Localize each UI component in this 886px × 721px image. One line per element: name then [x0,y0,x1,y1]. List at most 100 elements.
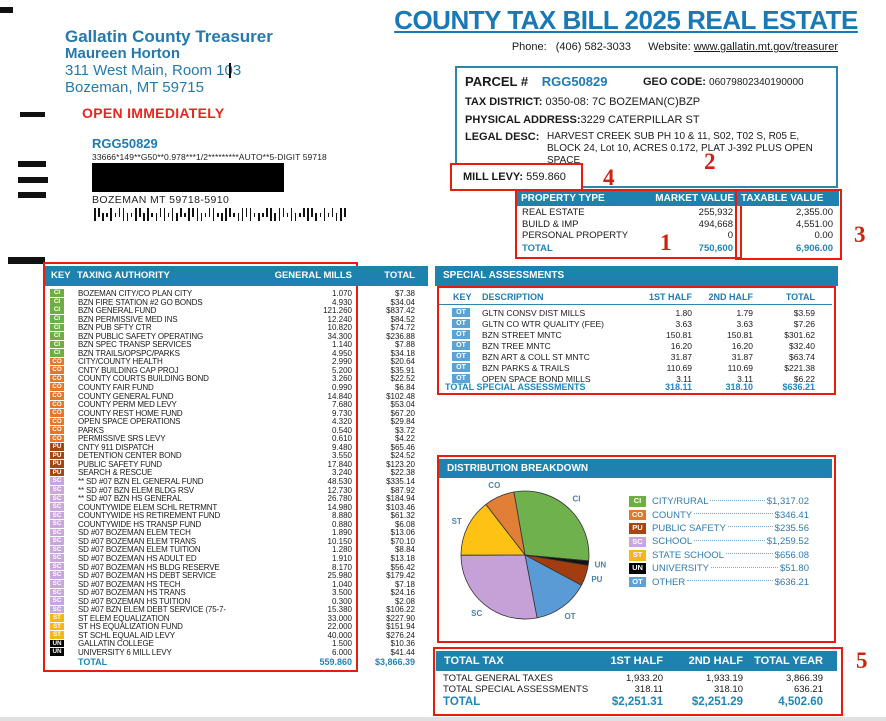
general-mills-value: 1.040 [331,579,352,589]
svg-text:CI: CI [573,495,581,504]
total-value: $10.36 [390,639,415,649]
taxing-authority-row: CO PARKS 0.540 $3.72 [45,426,428,435]
first-half-value: 16.20 [670,340,692,351]
key-chip: ST [50,622,64,631]
authority-name: ** SD #07 BZN EL GENERAL FUND [78,477,204,487]
physical-address-value: 3229 CATERPILLAR ST [580,114,700,126]
second-half-value: 110.69 [727,362,753,373]
legend-value: $346.41 [774,509,809,521]
total-value: $20.64 [390,357,415,367]
total-label: TOTAL [78,657,108,667]
taxing-authority-row: SC COUNTYWIDE ELEM SCHL RETRMNT 14.980 $… [45,503,428,512]
row-label: TOTAL SPECIAL ASSESSMENTS [443,684,589,695]
taxing-authority-row: CI BZN SPEC TRANSP SERVICES 1.140 $7.88 [45,340,428,349]
assessment-description: GLTN CO WTR QUALITY (FEE) [482,318,604,329]
taxing-authority-row: CI BZN PUB SFTY CTR 10.820 $74.72 [45,323,428,332]
legal-desc-value: HARVEST CREEK SUB PH 10 & 11, S02, T02 S… [547,131,813,166]
taxing-authority-row: SC SD #07 BOZEMAN HS TECH 1.040 $7.18 [45,580,428,589]
total-value: $56.42 [390,562,415,572]
open-immediately-label: OPEN IMMEDIATELY [82,105,225,121]
key-chip: CI [50,289,64,297]
tax-district-value: 0350-08: 7C BOZEMAN(C)BZP [545,96,701,108]
key-chip: SC [50,477,64,486]
key-chip: PU [50,443,64,451]
key-chip: CO [50,400,64,409]
taxing-authority-row: CO PERMISSIVE SRS LEVY 0.610 $4.22 [45,434,428,443]
treasurer-office: Gallatin County Treasurer [65,27,273,46]
parcel-number-label: PARCEL # [465,74,529,89]
key-chip: PU [50,451,64,460]
general-mills-value: 12.240 [327,314,352,324]
taxable-value-header: TAXABLE VALUE [737,191,839,206]
key-chip: ST [50,614,64,622]
total-year-column-header: TOTAL YEAR [754,655,823,667]
total-market-value: 750,600 [698,243,733,254]
phone-number: (406) 582-3033 [555,41,631,53]
taxing-authority-row: SC SD #07 BOZEMAN HS TRANS 3.500 $24.16 [45,588,428,597]
authority-column-header: TAXING AUTHORITY [77,270,170,281]
annotation-3: 3 [854,222,866,247]
distribution-title: DISTRIBUTION BREAKDOWN [439,459,832,478]
total-value: $24.52 [390,451,415,461]
general-mills-value: 15.380 [327,605,352,615]
key-chip: SC [50,588,64,597]
taxing-authority-row: SC SD #07 BZN ELEM DEBT SERVICE (75-7- 1… [45,605,428,614]
general-mills-value: 5.200 [331,365,352,375]
total-tax-row: TOTAL SPECIAL ASSESSMENTS 318.11 318.10 … [436,684,837,695]
total-value: $32.40 [789,340,815,351]
general-mills-value: 4.930 [331,297,352,307]
parcel-number-value: RGG50829 [541,74,608,89]
property-value-row: PERSONAL PROPERTY 0 [517,230,739,242]
legend-label: STATE SCHOOL [652,549,724,561]
general-mills-value: 40.000 [327,630,352,640]
taxable-value: 4,551.00 [796,218,833,230]
taxing-authority-row: UN GALLATIN COLLEGE 1.500 $10.36 [45,639,428,648]
legend-row: OT OTHER $636.21 [629,575,809,588]
fold-mark [8,257,45,264]
dotted-leader [694,539,765,541]
dotted-leader [694,513,773,515]
description-column-header: DESCRIPTION [482,292,544,302]
total-mills: 559.860 [319,657,352,667]
key-chip: CO [50,417,64,426]
total-value: $179.42 [386,571,415,581]
fold-mark [18,192,46,198]
row-label: TOTAL GENERAL TAXES [443,673,553,684]
second-half-column-header: 2ND HALF [688,655,743,667]
taxable-value-row: 0.00 [737,230,839,242]
taxing-authority-row: CO COUNTY COURTS BUILDING BOND 3.260 $22… [45,374,428,383]
first-half-value: 150.81 [666,329,692,340]
fold-mark [0,7,13,13]
general-mills-value: 0.990 [331,383,352,393]
taxing-authority-row: SC ** SD #07 BZN HS GENERAL 26.780 $184.… [45,494,428,503]
contact-line: Phone: (406) 582-3033 Website: www.galla… [418,41,838,53]
taxable-value-rows: 2,355.00 4,551.00 0.00 [737,207,839,242]
second-half-value: 1.79 [736,307,753,318]
taxing-authority-row: SC SD #07 BOZEMAN ELEM TRANS 10.150 $70.… [45,537,428,546]
taxing-authority-row: PU DETENTION CENTER BOND 3.550 $24.52 [45,451,428,460]
dotted-leader [727,526,773,528]
website-link[interactable]: www.gallatin.mt.gov/treasurer [693,41,838,53]
general-mills-value: 22.000 [327,622,352,632]
total-value: $106.22 [386,605,415,615]
general-mills-value: 48.530 [327,477,352,487]
special-assessment-row: OT GLTN CO WTR QUALITY (FEE) 3.63 3.63 $… [437,318,836,329]
mail-sort-code: 33666*149**G50**0.978***1/2*********AUTO… [92,152,327,162]
annotation-1: 1 [660,230,672,255]
total-second-half: $2,251.29 [691,696,743,708]
authority-name: COUNTY COURTS BUILDING BOND [78,374,209,384]
key-chip: CI [50,315,64,323]
total-label: TOTAL [522,243,553,254]
total-value: $87.92 [390,485,415,495]
taxing-authority-row: CO OPEN SPACE OPERATIONS 4.320 $29.84 [45,417,428,426]
total-value: $236.88 [386,331,415,341]
authority-name: SD #07 BOZEMAN ELEM TUITION [78,545,201,555]
distribution-legend: CI CITY/RURAL $1,317.02 CO COUNTY $346.4… [629,495,809,589]
market-value-total-row: TOTAL 750,600 [517,243,739,255]
taxing-authority-row: CO CNTY BUILDING CAP PROJ 5.200 $35.91 [45,366,428,375]
authority-name: CNTY 911 DISPATCH [78,442,154,452]
total-tax-title: TOTAL TAX [444,655,504,667]
legend-value: $1,259.52 [766,536,809,548]
key-chip: OT [452,373,470,383]
key-chip: SC [50,571,64,580]
